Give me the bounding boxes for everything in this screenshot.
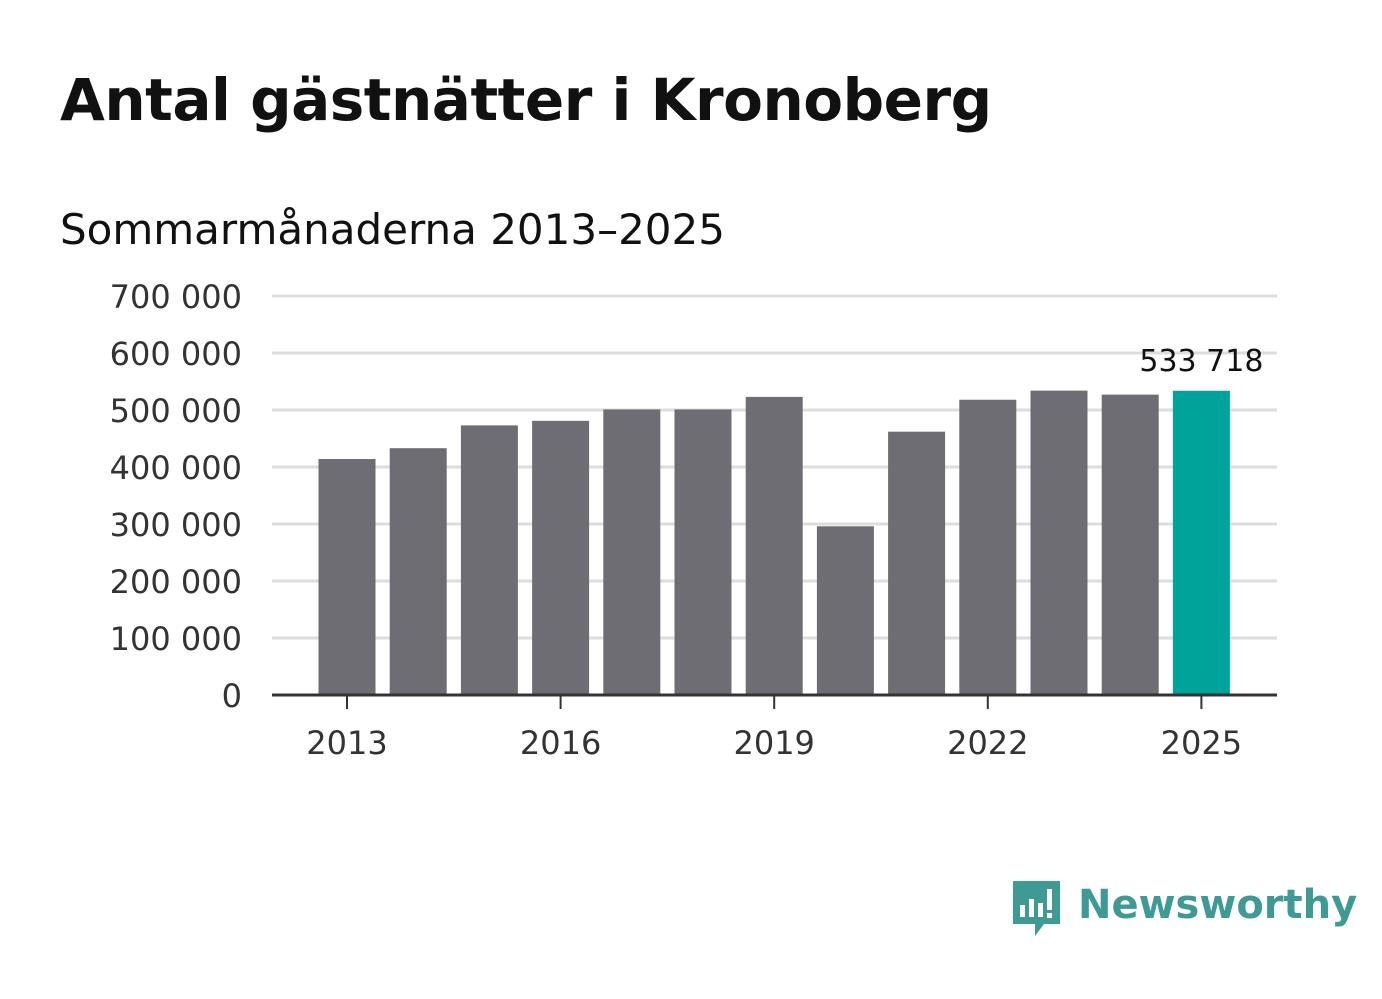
y-tick-label: 500 000 bbox=[110, 392, 242, 430]
bars bbox=[318, 390, 1230, 695]
bar-2015 bbox=[460, 425, 518, 695]
bar-2019 bbox=[745, 396, 803, 695]
bar-2017 bbox=[603, 409, 661, 695]
bar-2018 bbox=[674, 409, 732, 695]
x-tick-label: 2022 bbox=[947, 724, 1028, 762]
y-tick-label: 100 000 bbox=[110, 620, 242, 658]
x-tick-label: 2019 bbox=[733, 724, 814, 762]
bar-2013 bbox=[318, 459, 376, 695]
newsworthy-logo: Newsworthy bbox=[1010, 878, 1357, 942]
bar-2016 bbox=[532, 420, 590, 695]
data-label-2025: 533 718 bbox=[1139, 344, 1263, 379]
x-tick-label: 2025 bbox=[1161, 724, 1242, 762]
bar-2014 bbox=[389, 448, 447, 695]
chart-subtitle: Sommarmånaderna 2013–2025 bbox=[60, 205, 725, 254]
bar-2021 bbox=[888, 431, 946, 695]
y-tick-label: 300 000 bbox=[110, 506, 242, 544]
bar-2022 bbox=[959, 399, 1017, 695]
x-axis-ticks: 2013 2016 2019 2022 2025 bbox=[306, 695, 1242, 762]
chart-title: Antal gästnätter i Kronoberg bbox=[60, 66, 992, 134]
y-axis-ticks: 0 100 000 200 000 300 000 400 000 500 000 600 … bbox=[110, 278, 242, 715]
y-tick-label: 600 000 bbox=[110, 335, 242, 373]
bar-2024 bbox=[1101, 394, 1159, 695]
x-tick-label: 2013 bbox=[306, 724, 387, 762]
bar-2025 bbox=[1172, 390, 1230, 695]
y-tick-label: 200 000 bbox=[110, 563, 242, 601]
y-tick-label: 700 000 bbox=[110, 278, 242, 316]
data-labels: 533 718 bbox=[1139, 344, 1263, 379]
y-tick-label: 400 000 bbox=[110, 449, 242, 487]
bar-2020 bbox=[816, 526, 874, 695]
x-tick-label: 2016 bbox=[520, 724, 601, 762]
chat-bubble-bar-chart-icon bbox=[1013, 881, 1060, 936]
y-tick-label: 0 bbox=[222, 677, 242, 715]
bar-2023 bbox=[1030, 390, 1088, 695]
brand-name: Newsworthy bbox=[1078, 882, 1358, 928]
